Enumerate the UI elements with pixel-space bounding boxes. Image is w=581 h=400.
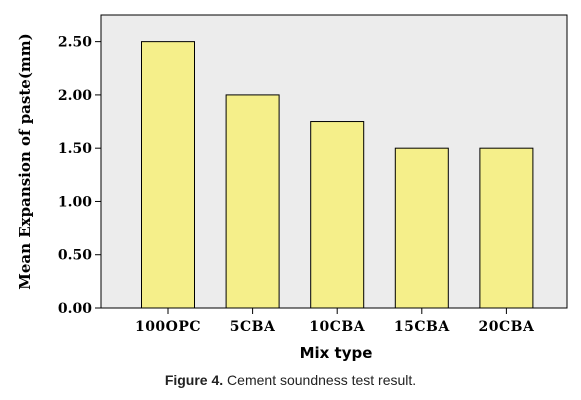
x-tick-label: 100OPC (135, 319, 201, 335)
caption-label: Figure 4. (164, 372, 224, 388)
y-tick-label: 1.50 (58, 141, 92, 157)
y-tick-label: 2.00 (58, 88, 92, 104)
bars-group (141, 41, 534, 309)
caption-text: Cement soundness test result. (223, 372, 417, 388)
x-tick-label: 15CBA (394, 319, 450, 335)
bar-20cba (479, 147, 534, 309)
x-axis: 100OPC 5CBA 10CBA 15CBA 20CBA (135, 308, 534, 335)
bar-15cba (394, 147, 449, 309)
bar-100opc (141, 41, 195, 309)
y-tick-label: 2.50 (58, 35, 92, 51)
x-axis-title: Mix type (300, 344, 373, 362)
y-axis: 0.00 0.50 1.00 1.50 2.00 2.50 (58, 35, 101, 317)
x-tick-label: 5CBA (230, 319, 276, 335)
bar-10cba (310, 121, 365, 309)
y-tick-label: 1.00 (58, 194, 92, 210)
bar-5cba (225, 94, 280, 309)
y-axis-title: Mean Expansion of paste(mm) (16, 33, 34, 290)
y-tick-label: 0.50 (58, 248, 92, 264)
x-tick-label: 20CBA (478, 319, 534, 335)
y-tick-label: 0.00 (58, 301, 92, 317)
figure-caption: Figure 4. Cement soundness test result. (0, 372, 581, 388)
x-tick-label: 10CBA (309, 319, 365, 335)
